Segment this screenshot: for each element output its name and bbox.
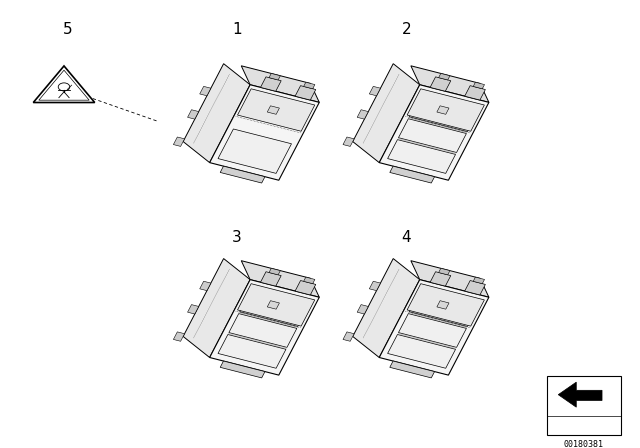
Polygon shape bbox=[438, 268, 450, 275]
Polygon shape bbox=[210, 85, 319, 180]
Polygon shape bbox=[241, 261, 319, 297]
Polygon shape bbox=[353, 258, 420, 358]
Polygon shape bbox=[357, 110, 369, 119]
Polygon shape bbox=[183, 64, 250, 163]
Polygon shape bbox=[369, 281, 380, 291]
Polygon shape bbox=[410, 293, 477, 327]
Polygon shape bbox=[437, 106, 449, 114]
Polygon shape bbox=[295, 280, 316, 295]
Polygon shape bbox=[237, 89, 315, 131]
Polygon shape bbox=[237, 284, 315, 326]
Polygon shape bbox=[210, 280, 319, 375]
Polygon shape bbox=[260, 272, 281, 286]
Text: 5: 5 bbox=[62, 22, 72, 37]
Polygon shape bbox=[303, 82, 315, 89]
Polygon shape bbox=[240, 293, 308, 327]
Polygon shape bbox=[388, 140, 456, 173]
Polygon shape bbox=[269, 268, 280, 275]
Polygon shape bbox=[268, 106, 280, 114]
Polygon shape bbox=[33, 66, 95, 103]
Polygon shape bbox=[399, 314, 467, 347]
Polygon shape bbox=[183, 258, 250, 358]
Polygon shape bbox=[173, 137, 184, 146]
Polygon shape bbox=[465, 86, 485, 100]
Polygon shape bbox=[473, 82, 484, 89]
Polygon shape bbox=[200, 281, 211, 291]
Polygon shape bbox=[390, 361, 435, 378]
Polygon shape bbox=[430, 77, 451, 91]
Text: 00180381: 00180381 bbox=[564, 440, 604, 448]
Polygon shape bbox=[438, 73, 450, 80]
Polygon shape bbox=[303, 277, 315, 284]
Polygon shape bbox=[218, 335, 286, 368]
Circle shape bbox=[58, 83, 70, 91]
Polygon shape bbox=[268, 301, 280, 309]
Polygon shape bbox=[388, 335, 456, 368]
Polygon shape bbox=[437, 301, 449, 309]
Polygon shape bbox=[411, 261, 489, 297]
Text: 1: 1 bbox=[232, 22, 242, 37]
Polygon shape bbox=[229, 314, 297, 347]
Polygon shape bbox=[430, 272, 451, 286]
Polygon shape bbox=[188, 110, 199, 119]
Polygon shape bbox=[390, 166, 435, 183]
Polygon shape bbox=[220, 166, 265, 183]
Polygon shape bbox=[369, 86, 380, 96]
Polygon shape bbox=[411, 66, 489, 102]
Polygon shape bbox=[399, 119, 467, 152]
Polygon shape bbox=[353, 64, 420, 163]
Polygon shape bbox=[218, 129, 291, 173]
Polygon shape bbox=[407, 284, 484, 326]
Polygon shape bbox=[380, 85, 489, 180]
Text: 4: 4 bbox=[401, 230, 412, 245]
Bar bbox=[547, 376, 621, 435]
Text: 3: 3 bbox=[232, 230, 242, 245]
Polygon shape bbox=[558, 382, 602, 407]
Polygon shape bbox=[343, 332, 354, 341]
Polygon shape bbox=[380, 280, 489, 375]
Polygon shape bbox=[269, 73, 280, 80]
Polygon shape bbox=[220, 361, 265, 378]
Polygon shape bbox=[407, 89, 484, 131]
Polygon shape bbox=[241, 66, 319, 102]
Polygon shape bbox=[260, 77, 281, 91]
Text: 2: 2 bbox=[401, 22, 412, 37]
Polygon shape bbox=[188, 305, 199, 314]
Polygon shape bbox=[295, 86, 316, 100]
Polygon shape bbox=[473, 277, 484, 284]
Polygon shape bbox=[410, 98, 477, 132]
Polygon shape bbox=[465, 280, 485, 295]
Polygon shape bbox=[200, 86, 211, 96]
Polygon shape bbox=[357, 305, 369, 314]
Polygon shape bbox=[173, 332, 184, 341]
Polygon shape bbox=[343, 137, 354, 146]
